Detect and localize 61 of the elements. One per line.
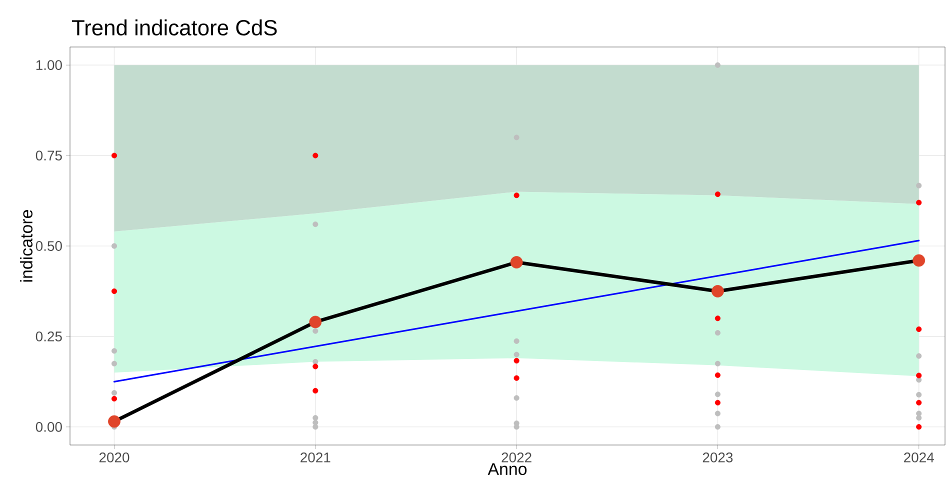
point [312,152,318,158]
chart-title: Trend indicatore CdS [72,19,277,36]
point [514,395,520,401]
point [514,192,520,198]
point [714,316,721,322]
point [312,221,318,228]
point [714,392,721,398]
x-tick-label: 2024 [904,452,934,462]
y-tick-label: 0.00 [36,422,62,432]
point [111,243,118,249]
y-tick-label: 0.75 [36,150,62,160]
point [916,182,922,188]
point [916,200,922,206]
y-tick-label: 0.25 [36,332,62,342]
point [912,254,926,267]
point [111,360,118,366]
point [714,424,721,430]
x-tick-label: 2021 [300,452,330,462]
x-tick-label: 2023 [702,452,733,462]
point [916,415,922,421]
point [312,364,318,370]
point [510,256,523,268]
point [108,415,120,428]
point [111,348,118,354]
point [714,360,721,366]
point [916,353,922,359]
point [514,338,520,344]
point [714,400,721,406]
y-tick-label: 0.50 [36,241,62,251]
point [916,326,922,332]
point [916,392,922,398]
point [111,152,118,158]
point [714,410,721,416]
point [312,415,318,421]
x-tick-label: 2022 [502,452,532,462]
x-tick-label: 2020 [99,452,130,462]
point [514,358,520,364]
point [514,375,520,381]
y-tick-label: 1.00 [36,60,62,70]
point [514,134,520,140]
point [514,352,520,358]
point [916,372,922,378]
x-axis-title: Anno [488,463,527,476]
point [111,288,118,294]
point [312,358,318,365]
point [312,388,318,394]
point [309,316,322,328]
point [111,396,118,402]
point [916,410,922,416]
point [712,285,724,298]
point [312,420,318,426]
point [312,328,318,334]
point [714,62,721,68]
point [714,330,721,336]
point [714,372,721,378]
point [312,424,318,430]
point [714,191,721,198]
point [916,400,922,406]
point [111,390,118,396]
y-axis-title: indicatore [20,210,32,282]
point [916,424,922,430]
